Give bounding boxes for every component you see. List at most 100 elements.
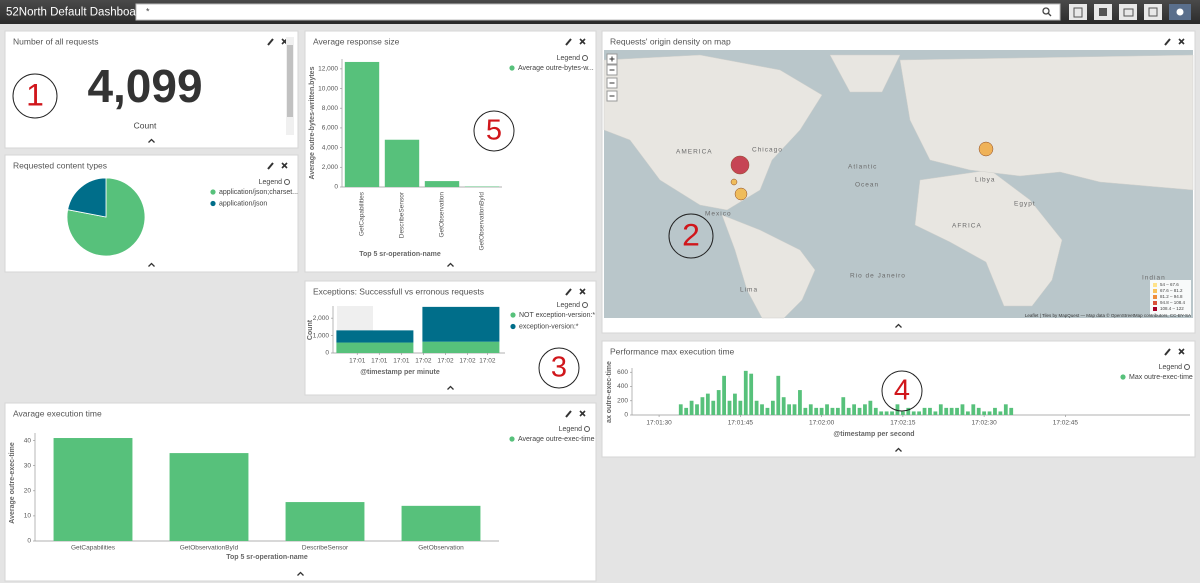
y-tick-label: 2,000: [313, 315, 330, 322]
legend-label[interactable]: application/json: [219, 200, 267, 207]
x-tick-label: 17:01: [393, 358, 410, 365]
collapse-button[interactable]: [148, 262, 155, 267]
bar: [705, 393, 710, 415]
map-marker[interactable]: [730, 178, 738, 186]
legend-toggle[interactable]: [584, 426, 590, 432]
search-query[interactable]: *: [146, 6, 150, 16]
y-axis-title: Average outre-bytes-written.bytes: [309, 66, 316, 179]
collapse-button[interactable]: [895, 323, 902, 328]
close-button[interactable]: [579, 288, 586, 295]
bar: [424, 181, 460, 187]
legend-title: Legend: [557, 302, 580, 309]
bar: [695, 404, 699, 415]
bar: [53, 438, 133, 541]
annotation-circle: [473, 110, 515, 152]
bar: [733, 393, 737, 415]
bar: [760, 404, 764, 415]
legend-label[interactable]: NOT exception-version:*: [519, 312, 595, 319]
y-tick-label: 0: [325, 350, 329, 357]
bar: [716, 390, 721, 415]
edit-button[interactable]: [565, 410, 572, 418]
map-legend-swatch: [1153, 295, 1157, 299]
collapse-button[interactable]: [148, 138, 155, 143]
bar: [754, 400, 759, 415]
scrollbar-thumb[interactable]: [287, 45, 293, 117]
metric-value: 4,099: [87, 60, 202, 112]
close-button[interactable]: [1178, 38, 1185, 45]
legend-label[interactable]: application/json;charset...: [219, 189, 298, 196]
legend-label[interactable]: Average outre-exec-time: [518, 436, 595, 443]
legend-marker: [210, 200, 216, 207]
close-button[interactable]: [1178, 348, 1185, 355]
x-tick-label: 17:01: [371, 358, 388, 365]
bar-segment: [336, 342, 414, 353]
map-land: [899, 54, 1194, 191]
legend-toggle[interactable]: [284, 179, 290, 185]
legend-toggle[interactable]: [582, 55, 588, 61]
edit-button[interactable]: [1164, 38, 1171, 46]
legend-toggle[interactable]: [582, 302, 588, 308]
bar: [711, 400, 716, 415]
bar: [955, 407, 959, 415]
bar: [873, 407, 878, 415]
bar: [911, 411, 916, 415]
map-label: Lima: [740, 287, 758, 294]
share-button[interactable]: [1144, 4, 1162, 20]
search-box[interactable]: [135, 3, 1061, 21]
annotation-circle: [538, 347, 580, 389]
bar: [852, 404, 857, 415]
edit-button[interactable]: [1164, 348, 1171, 356]
edit-button[interactable]: [267, 38, 274, 46]
legend-title: Legend: [259, 179, 282, 186]
map-legend-label: 108.4 – 122: [1160, 306, 1184, 311]
panel-title: Requested content types: [13, 160, 107, 170]
panel-title: Average response size: [313, 36, 400, 46]
legend-label[interactable]: Max outre-exec-time: [1129, 374, 1193, 381]
edit-button[interactable]: [267, 162, 274, 170]
x-tick-label: 17:02:45: [1053, 420, 1079, 427]
close-button[interactable]: [579, 38, 586, 45]
annotation: 4: [894, 375, 910, 407]
bar: [1003, 404, 1008, 415]
x-axis-title: Top 5 sr-operation-name: [226, 554, 308, 561]
collapse-button[interactable]: [895, 447, 902, 452]
edit-button[interactable]: [565, 38, 572, 46]
collapse-button[interactable]: [447, 385, 454, 390]
bar: [684, 407, 689, 415]
bar-segment: [336, 330, 414, 343]
bar: [1009, 407, 1014, 415]
settings-icon: [1176, 8, 1184, 16]
y-tick-label: 0: [624, 412, 628, 419]
legend-toggle[interactable]: [1184, 364, 1190, 370]
annotation-circle: [881, 370, 923, 412]
map-marker[interactable]: [730, 155, 750, 175]
bar: [960, 404, 965, 415]
x-tick-label: 17:02: [437, 358, 454, 365]
edit-button[interactable]: [565, 288, 572, 296]
open-button[interactable]: [1119, 4, 1137, 20]
bar: [987, 411, 992, 415]
bar: [825, 404, 829, 415]
y-tick-label: 30: [24, 462, 32, 469]
legend-label[interactable]: exception-version:*: [519, 323, 579, 330]
map-legend-swatch: [1153, 289, 1157, 293]
bar: [965, 411, 970, 415]
close-button[interactable]: [281, 162, 288, 169]
y-tick-label: 8,000: [322, 105, 339, 112]
bar: [792, 404, 797, 415]
bar: [938, 404, 943, 415]
new-button[interactable]: [1069, 4, 1087, 20]
x-tick-label: 17:02:00: [809, 420, 835, 427]
bar: [401, 505, 481, 541]
close-button[interactable]: [579, 410, 586, 417]
search-button[interactable]: [1042, 7, 1052, 17]
bar: [776, 375, 781, 415]
legend-label[interactable]: Average outre-bytes-w...: [518, 65, 594, 72]
collapse-button[interactable]: [297, 571, 304, 576]
bar: [678, 404, 683, 415]
bar-segment: [422, 341, 500, 353]
collapse-button[interactable]: [447, 262, 454, 267]
map-marker[interactable]: [734, 187, 748, 201]
map-marker[interactable]: [978, 141, 994, 157]
bar: [863, 404, 867, 415]
